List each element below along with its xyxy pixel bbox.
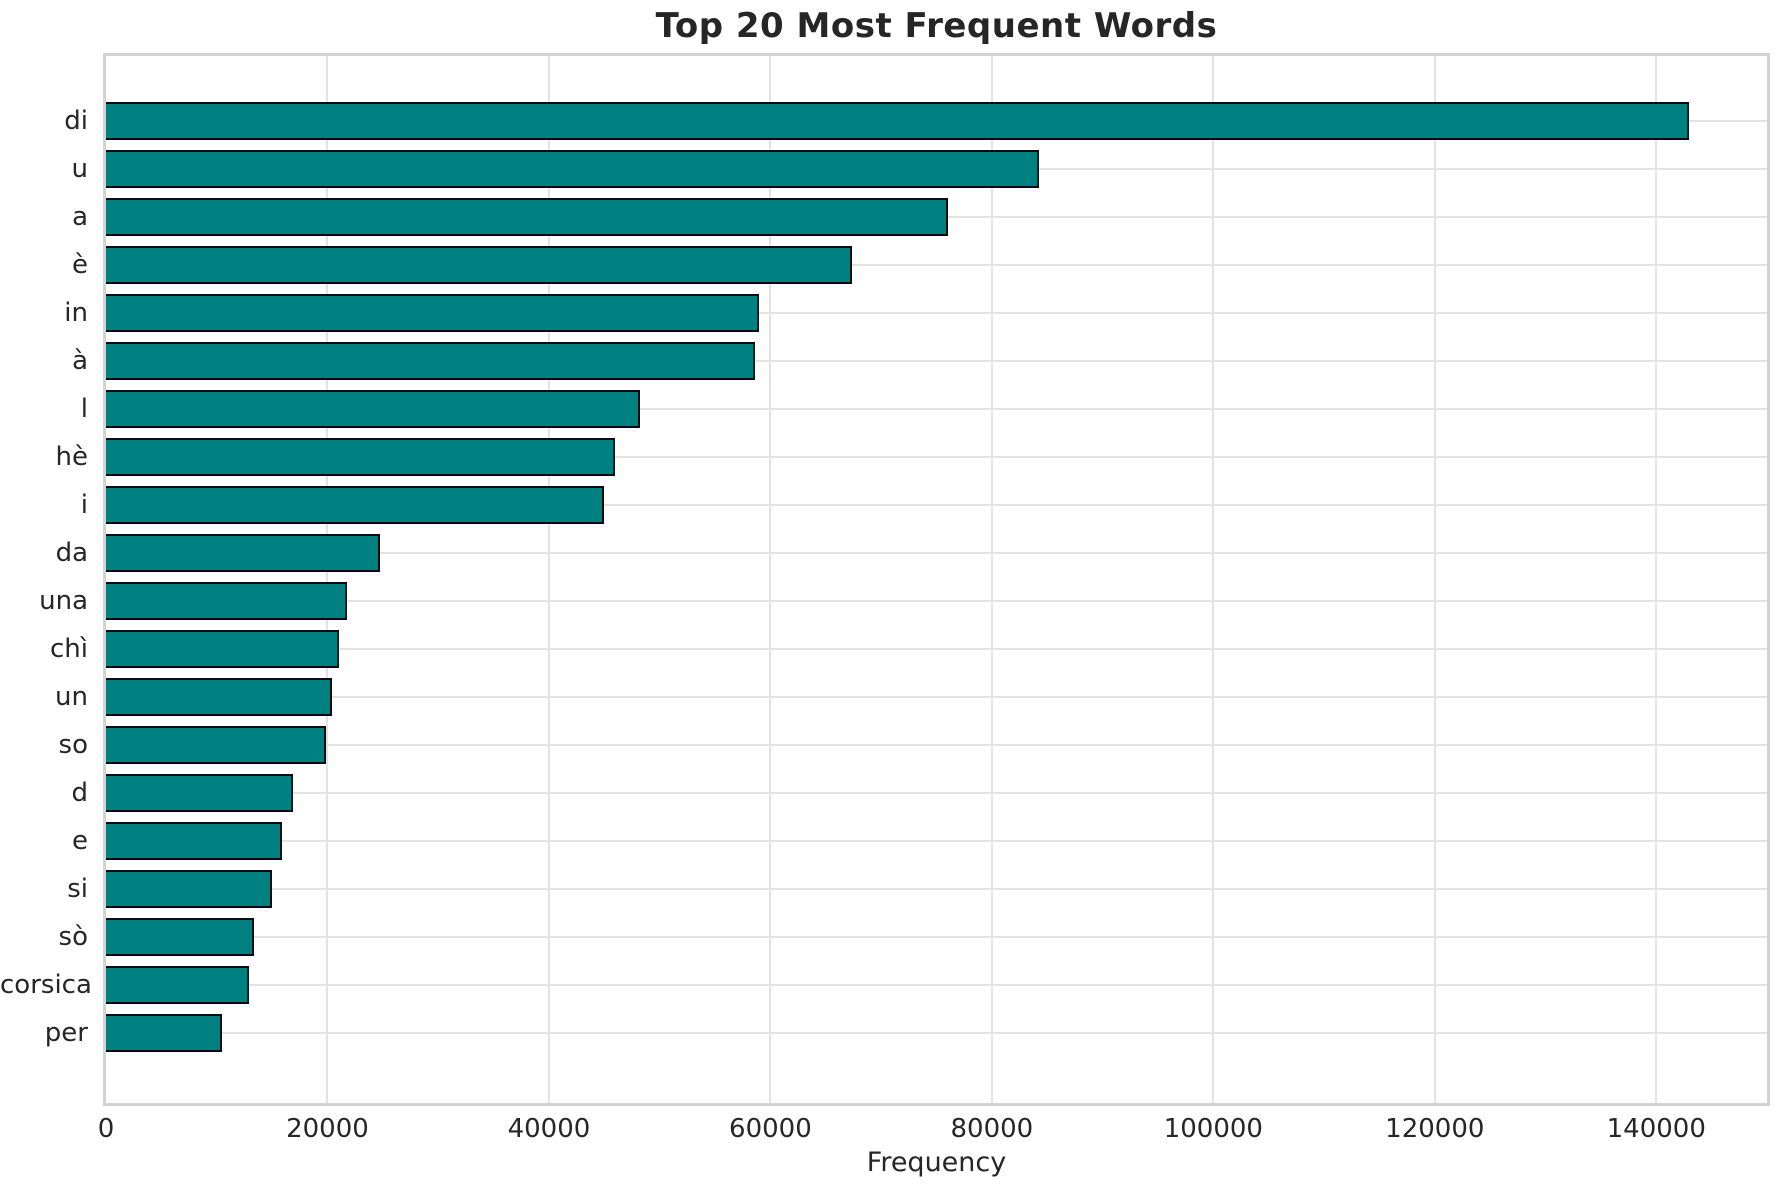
x-tick-label-60000: 60000 bbox=[729, 1114, 812, 1144]
gridline-horizontal bbox=[106, 888, 1767, 890]
y-tick-label-i: i bbox=[80, 490, 88, 520]
y-tick-label-da: da bbox=[55, 538, 88, 568]
chart-title: Top 20 Most Frequent Words bbox=[655, 6, 1218, 46]
x-tick-label-40000: 40000 bbox=[507, 1114, 591, 1144]
gridline-horizontal bbox=[106, 936, 1767, 938]
gridline-horizontal bbox=[106, 552, 1767, 554]
x-tick-label-20000: 20000 bbox=[286, 1114, 369, 1144]
y-tick-label-u: u bbox=[71, 154, 88, 184]
bar-si bbox=[106, 870, 273, 908]
x-axis-title: Frequency bbox=[866, 1147, 1007, 1178]
bar-d bbox=[106, 774, 294, 812]
gridline-vertical bbox=[990, 56, 993, 1103]
bar-sò bbox=[106, 918, 255, 956]
gridline-vertical bbox=[326, 56, 329, 1103]
y-tick-label-si: si bbox=[67, 874, 88, 904]
bar-chì bbox=[106, 630, 339, 668]
y-tick-label-un: un bbox=[55, 682, 88, 712]
gridline-horizontal bbox=[106, 984, 1767, 986]
gridline-vertical bbox=[1212, 56, 1215, 1103]
gridline-horizontal bbox=[106, 1032, 1767, 1034]
x-tick-label-0: 0 bbox=[97, 1114, 115, 1144]
y-tick-label-una: una bbox=[39, 586, 88, 616]
bar-so bbox=[106, 726, 327, 764]
gridline-vertical bbox=[1433, 56, 1436, 1103]
bar-una bbox=[106, 582, 348, 620]
y-tick-label-chì: chì bbox=[50, 634, 88, 664]
gridline-horizontal bbox=[106, 360, 1767, 362]
gridline-horizontal bbox=[106, 744, 1767, 746]
y-tick-label-d: d bbox=[71, 778, 88, 808]
bar-e bbox=[106, 822, 283, 860]
y-tick-label-à: à bbox=[72, 346, 88, 376]
y-tick-label-di: di bbox=[64, 106, 88, 136]
gridline-vertical bbox=[769, 56, 772, 1103]
gridline-vertical bbox=[1655, 56, 1658, 1103]
bar-corsica bbox=[106, 966, 249, 1004]
x-tick-label-120000: 120000 bbox=[1385, 1114, 1485, 1144]
bar-a bbox=[106, 198, 948, 236]
gridline-horizontal bbox=[106, 696, 1767, 698]
x-tick-label-80000: 80000 bbox=[950, 1114, 1034, 1144]
y-tick-label-e: e bbox=[72, 826, 88, 856]
y-tick-label-corsica: corsica bbox=[0, 970, 92, 1000]
bar-u bbox=[106, 150, 1040, 188]
bar-l bbox=[106, 390, 640, 428]
x-tick-label-100000: 100000 bbox=[1163, 1114, 1263, 1144]
bar-di bbox=[106, 102, 1690, 140]
gridline-horizontal bbox=[106, 264, 1767, 266]
bar-per bbox=[106, 1014, 223, 1052]
gridline-horizontal bbox=[106, 504, 1767, 506]
bar-un bbox=[106, 678, 332, 716]
y-tick-label-in: in bbox=[64, 298, 88, 328]
gridline-horizontal bbox=[106, 648, 1767, 650]
y-tick-label-hè: hè bbox=[55, 442, 88, 472]
y-tick-label-per: per bbox=[44, 1018, 88, 1048]
y-tick-label-so: so bbox=[58, 730, 88, 760]
y-tick-label-a: a bbox=[72, 202, 88, 232]
bar-à bbox=[106, 342, 755, 380]
gridline-horizontal bbox=[106, 456, 1767, 458]
y-tick-label-l: l bbox=[80, 394, 88, 424]
x-tick-label-140000: 140000 bbox=[1606, 1114, 1706, 1144]
y-tick-label-è: è bbox=[72, 250, 88, 280]
y-tick-label-sò: sò bbox=[58, 922, 88, 952]
gridline-horizontal bbox=[106, 600, 1767, 602]
bar-in bbox=[106, 294, 760, 332]
bar-i bbox=[106, 486, 605, 524]
gridline-horizontal bbox=[106, 840, 1767, 842]
gridline-horizontal bbox=[106, 792, 1767, 794]
gridline-horizontal bbox=[106, 408, 1767, 410]
gridline-vertical bbox=[547, 56, 550, 1103]
bar-da bbox=[106, 534, 380, 572]
gridline-horizontal bbox=[106, 312, 1767, 314]
bar-hè bbox=[106, 438, 616, 476]
plot-area bbox=[103, 53, 1770, 1106]
bar-è bbox=[106, 246, 853, 284]
